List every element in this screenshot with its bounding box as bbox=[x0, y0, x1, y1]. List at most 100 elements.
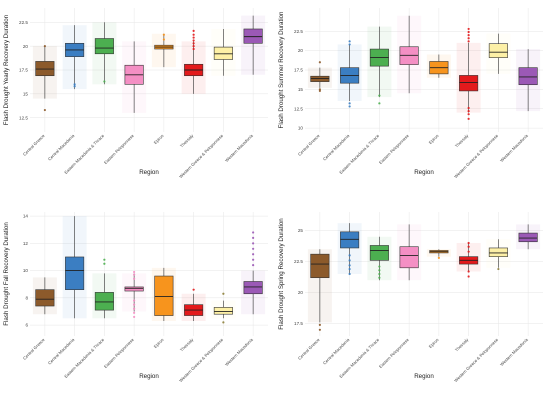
y-tick-label: 17.5 bbox=[294, 321, 303, 326]
outlier-point bbox=[467, 27, 470, 31]
outlier-point bbox=[133, 273, 136, 276]
x-category-label: Eastern Peloponnese bbox=[103, 133, 135, 165]
outlier-point bbox=[73, 83, 76, 86]
outlier-point bbox=[222, 292, 225, 295]
outlier-point bbox=[467, 245, 470, 248]
box-body bbox=[243, 281, 263, 295]
outlier-point bbox=[133, 270, 136, 274]
outlier-point bbox=[252, 253, 255, 256]
box-thessaly bbox=[456, 27, 481, 120]
y-tick-label: 20 bbox=[298, 290, 304, 295]
box-epirus bbox=[426, 249, 451, 259]
box-central-macedonia bbox=[337, 40, 362, 108]
y-tick-label: 20 bbox=[23, 44, 29, 49]
box-body bbox=[310, 253, 330, 279]
x-axis-title: Region bbox=[414, 169, 434, 176]
y-axis-title: Flash Drought Spring Recovery Duration bbox=[278, 218, 285, 330]
y-tick-label: 12.5 bbox=[19, 115, 28, 120]
outlier-point bbox=[378, 102, 381, 105]
outlier-point bbox=[252, 258, 255, 261]
y-tick-label: 22.5 bbox=[294, 259, 303, 264]
outlier-point bbox=[192, 47, 195, 51]
outlier-point bbox=[133, 311, 136, 314]
box-eastern-macedonia-thrace bbox=[367, 26, 392, 105]
outlier-point bbox=[133, 299, 136, 302]
box-western-greece-peloponnese bbox=[486, 239, 511, 271]
y-tick-label: 10 bbox=[298, 126, 304, 131]
outlier-point bbox=[318, 61, 321, 64]
box-central-greece bbox=[307, 249, 332, 331]
outlier-point bbox=[192, 29, 195, 32]
box-eastern-peloponnese bbox=[122, 270, 147, 319]
box-central-greece bbox=[32, 277, 57, 315]
outlier-point bbox=[318, 323, 321, 326]
outlier-point bbox=[467, 113, 470, 116]
x-category-label: Central Greece bbox=[22, 337, 46, 361]
x-category-label: Epirus bbox=[153, 337, 165, 349]
box-eastern-macedonia-thrace bbox=[367, 236, 392, 281]
outlier-point bbox=[103, 262, 106, 265]
outlier-point bbox=[162, 38, 165, 41]
outlier-point bbox=[133, 315, 136, 319]
x-category-label: Thessaly bbox=[454, 133, 470, 149]
y-tick-label: 6 bbox=[25, 323, 28, 328]
box-western-greece-peloponnese bbox=[486, 33, 511, 74]
box-body bbox=[369, 245, 389, 261]
outlier-point bbox=[467, 40, 470, 43]
outlier-point bbox=[467, 250, 470, 253]
outlier-point bbox=[252, 231, 255, 234]
box-western-macedonia bbox=[516, 49, 541, 112]
box-eastern-peloponnese bbox=[397, 224, 422, 281]
outlier-point bbox=[378, 94, 381, 97]
outlier-point bbox=[348, 102, 351, 105]
outlier-point bbox=[192, 36, 195, 39]
outlier-point bbox=[222, 321, 225, 324]
x-category-label: Western Macedonia bbox=[224, 337, 254, 367]
box-central-macedonia bbox=[62, 25, 87, 90]
y-tick-label: 25 bbox=[298, 228, 304, 233]
outlier-point bbox=[252, 264, 255, 267]
box-body bbox=[94, 38, 114, 55]
box-body bbox=[340, 231, 360, 249]
box-central-greece bbox=[32, 45, 57, 112]
y-axis-title: Flash Drought Summer Recovery Duration bbox=[278, 11, 285, 128]
outlier-point bbox=[252, 242, 255, 245]
outlier-point bbox=[378, 265, 381, 268]
box-body bbox=[124, 286, 144, 292]
outlier-point bbox=[467, 106, 470, 110]
x-category-label: Eastern Peloponnese bbox=[378, 337, 410, 369]
outlier-point bbox=[192, 42, 195, 45]
outlier-point bbox=[318, 89, 321, 93]
outlier-point bbox=[467, 275, 470, 278]
x-category-label: Central Macedonia bbox=[322, 337, 351, 366]
box-body bbox=[213, 307, 233, 315]
outlier-point bbox=[103, 258, 106, 261]
x-axis-title: Region bbox=[414, 373, 434, 380]
outlier-point bbox=[348, 267, 351, 271]
outlier-point bbox=[467, 37, 470, 40]
chart-panel-yearly: 12.5 15 17.5 20 22.5 Central Greece Central Ma… bbox=[3, 8, 268, 179]
x-category-label: Central Greece bbox=[22, 133, 46, 157]
box-body bbox=[518, 67, 538, 86]
outlier-point bbox=[162, 33, 165, 36]
x-axis-title: Region bbox=[139, 373, 159, 380]
outlier-point bbox=[348, 264, 351, 267]
box-western-greece-peloponnese bbox=[211, 292, 236, 324]
box-thessaly bbox=[456, 241, 481, 278]
box-body bbox=[94, 292, 114, 311]
outlier-point bbox=[318, 88, 321, 91]
outlier-point bbox=[497, 267, 500, 271]
box-body bbox=[488, 43, 508, 58]
outlier-point bbox=[348, 105, 351, 108]
box-central-macedonia bbox=[62, 216, 87, 319]
outlier-point bbox=[133, 303, 136, 306]
box-epirus bbox=[151, 267, 176, 322]
outlier-point bbox=[467, 30, 470, 34]
outlier-point bbox=[348, 259, 351, 262]
y-tick-label: 10 bbox=[23, 268, 29, 273]
box-body bbox=[243, 28, 263, 44]
x-category-label: Epirus bbox=[153, 133, 165, 145]
outlier-point bbox=[348, 254, 351, 257]
box-western-macedonia bbox=[241, 231, 266, 315]
